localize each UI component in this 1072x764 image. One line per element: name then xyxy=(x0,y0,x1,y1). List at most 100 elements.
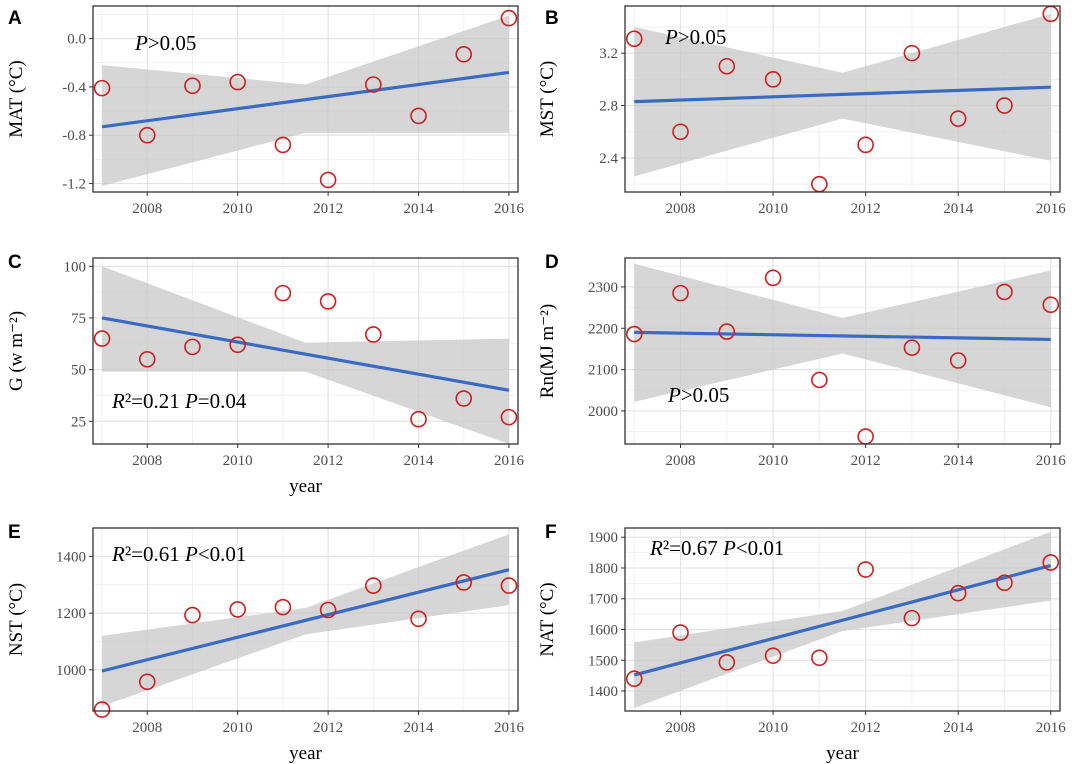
y-tick-label: 1200 xyxy=(56,606,86,622)
x-tick-label: 2016 xyxy=(494,201,525,217)
data-point xyxy=(138,350,156,368)
data-point xyxy=(949,584,967,602)
x-tick-label: 2008 xyxy=(666,201,696,217)
y-tick-label: -0.4 xyxy=(62,80,86,96)
fit-line xyxy=(101,568,510,673)
data-point xyxy=(365,76,382,93)
y-tick-label: 75 xyxy=(71,311,86,327)
data-point xyxy=(500,408,518,426)
x-tick-label: 2012 xyxy=(313,720,343,736)
y-tick-label: 50 xyxy=(71,363,86,379)
x-tick-label: 2010 xyxy=(758,720,788,736)
stats-annotation: P>0.05 xyxy=(664,25,726,49)
x-tick-label: 2016 xyxy=(1036,720,1067,736)
x-tick-label: 2014 xyxy=(404,201,435,217)
data-point xyxy=(93,701,111,718)
x-tick-label: 2012 xyxy=(313,201,343,217)
y-tick-label: 2100 xyxy=(588,363,618,379)
x-tick-label: 2010 xyxy=(223,720,253,736)
panel-frame xyxy=(92,257,519,445)
y-tick-label: 25 xyxy=(71,414,86,430)
y-tick-label: 1400 xyxy=(56,549,86,565)
x-tick-label: 2010 xyxy=(223,201,253,217)
data-point xyxy=(903,44,921,62)
data-point xyxy=(138,126,156,144)
y-tick-label: -0.8 xyxy=(62,128,86,144)
stats-annotation: R²=0.67 P<0.01 xyxy=(649,536,784,560)
data-point xyxy=(410,610,427,628)
data-point xyxy=(365,577,382,594)
data-point xyxy=(319,293,337,310)
y-tick-label: 1900 xyxy=(588,530,618,546)
data-point xyxy=(672,624,689,641)
data-point xyxy=(718,654,736,671)
data-point xyxy=(625,30,643,48)
y-axis-label: G (w m⁻²) xyxy=(6,311,27,391)
panel-frame xyxy=(624,527,1061,712)
y-tick-label: 1500 xyxy=(588,653,618,669)
panel-a: 2008 2010 2012 2014 2016 0.0 -0.4 -0.8 -1.2 MAT (… xyxy=(6,5,525,217)
data-point xyxy=(184,338,201,356)
x-tick-label: 2016 xyxy=(494,720,525,736)
x-tick-label: 2008 xyxy=(132,201,162,217)
y-tick-label: 2.4 xyxy=(599,151,618,167)
y-tick-label: 100 xyxy=(64,259,87,275)
y-tick-label: 1600 xyxy=(588,622,618,638)
data-point xyxy=(1042,296,1060,314)
data-point xyxy=(319,601,337,619)
y-tick-label: 2.8 xyxy=(599,99,618,115)
panel-frame xyxy=(92,5,519,193)
data-point xyxy=(500,577,518,594)
data-point xyxy=(274,136,292,154)
data-point xyxy=(410,107,427,125)
data-point xyxy=(229,336,246,354)
panel-frame xyxy=(624,5,1061,193)
y-tick-label: 1400 xyxy=(588,684,618,700)
data-point xyxy=(996,574,1013,592)
y-tick-label: 1800 xyxy=(588,561,618,577)
x-axis-label: year xyxy=(289,476,322,497)
data-point xyxy=(811,649,828,667)
data-point xyxy=(996,97,1013,114)
x-tick-label: 2016 xyxy=(494,453,525,469)
y-tick-label: -1.2 xyxy=(62,177,86,193)
panel-f: 2008 2010 2012 2014 2016 1900 1800 1700 1600 1500… xyxy=(537,522,1066,764)
x-tick-label: 2008 xyxy=(132,720,162,736)
data-point xyxy=(184,77,201,95)
y-axis-label: NST (°C) xyxy=(6,583,27,656)
data-point xyxy=(949,110,967,127)
x-tick-label: 2016 xyxy=(1036,201,1067,217)
y-axis-label: MST (°C) xyxy=(537,61,558,137)
panel-b: 2008 2010 2012 2014 2016 3.2 2.8 2.4 MST (°C) B P>… xyxy=(537,5,1067,217)
data-point xyxy=(365,326,382,343)
y-tick-label: 3.2 xyxy=(599,46,618,62)
data-point xyxy=(949,352,967,369)
panel-letter: B xyxy=(545,8,559,29)
data-point xyxy=(93,79,111,97)
data-point xyxy=(718,57,736,75)
data-point xyxy=(184,606,201,624)
panel-letter: F xyxy=(545,522,557,543)
data-point xyxy=(996,283,1013,301)
fit-line xyxy=(634,330,1051,342)
x-tick-label: 2010 xyxy=(758,201,788,217)
data-point xyxy=(903,339,921,356)
stats-annotation: P>0.05 xyxy=(134,31,196,55)
data-point xyxy=(857,136,874,154)
fit-line xyxy=(101,316,510,392)
data-point xyxy=(455,46,473,63)
panel-e: 2008 2010 2012 2014 2016 1400 1200 1000 NST (°C)… xyxy=(6,522,524,764)
x-tick-label: 2014 xyxy=(404,720,435,736)
data-point xyxy=(672,284,689,302)
panel-frame xyxy=(92,527,519,712)
x-tick-label: 2014 xyxy=(943,201,974,217)
x-tick-label: 2012 xyxy=(313,453,343,469)
x-axis-label: year xyxy=(289,743,322,764)
panel-c: 2008 2010 2012 2014 2016 100 75 50 25 G (w m⁻²) ye… xyxy=(6,252,525,497)
panel-frame xyxy=(624,257,1061,445)
data-point xyxy=(625,670,643,688)
fit-line xyxy=(101,70,510,129)
y-tick-label: 1700 xyxy=(588,592,618,608)
panel-letter: E xyxy=(8,522,21,543)
data-point xyxy=(500,9,518,27)
